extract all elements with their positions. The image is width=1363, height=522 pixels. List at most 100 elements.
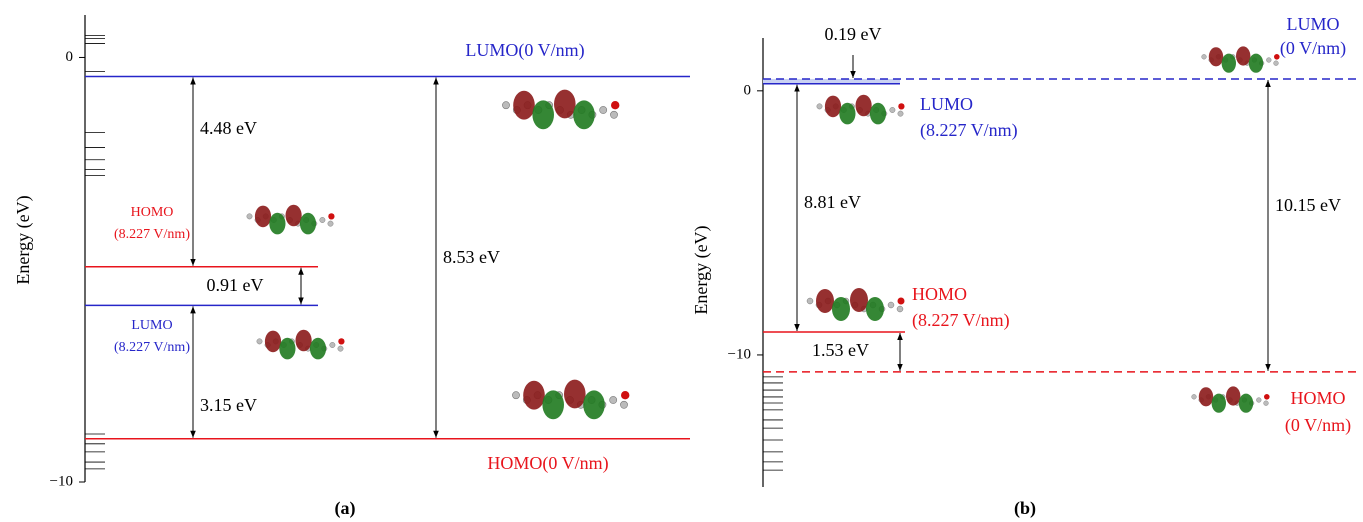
y-tick-label: 0 — [66, 49, 74, 65]
molecule — [512, 379, 630, 420]
orbital-lobe — [513, 90, 535, 120]
gap-label: 4.48 eV — [200, 118, 257, 138]
atom — [328, 213, 335, 220]
orbital-lobe — [855, 94, 872, 117]
atom — [896, 305, 904, 313]
atom — [887, 301, 895, 309]
level-label: LUMO — [920, 94, 973, 114]
orbital-lobe — [850, 288, 868, 312]
orbital-lobe — [1236, 46, 1251, 66]
atom — [1274, 54, 1280, 60]
atom — [611, 101, 620, 110]
atom — [1256, 397, 1262, 403]
orbital-lobe — [295, 329, 312, 352]
gap-label: 0.91 eV — [207, 275, 264, 295]
gap-label: 0.19 eV — [825, 24, 882, 44]
gap-label: 1.53 eV — [812, 340, 869, 360]
panel-caption: (a) — [335, 498, 356, 519]
orbital-lobe — [1226, 386, 1241, 406]
molecule — [1191, 386, 1270, 413]
atom — [898, 103, 905, 110]
level-label: HOMO — [131, 205, 174, 220]
atom — [889, 107, 896, 113]
panel-caption: (b) — [1014, 498, 1036, 519]
atom — [1201, 54, 1207, 60]
orbital-lobe — [309, 337, 327, 360]
molecule — [502, 89, 620, 130]
y-tick-label: −10 — [728, 346, 751, 362]
y-axis-title: Energy (eV) — [691, 225, 712, 314]
orbital-lobe — [264, 330, 282, 353]
level-label: HOMO — [912, 284, 967, 304]
orbital-lobe — [554, 89, 576, 119]
level-band — [763, 78, 900, 84]
atom — [1266, 57, 1272, 63]
orbital-lobe — [824, 95, 842, 118]
orbital-lobe — [279, 337, 296, 360]
level-label: (0 V/nm) — [1280, 38, 1346, 59]
atom — [338, 338, 345, 345]
y-tick-label: −10 — [50, 473, 73, 489]
orbital-lobe — [583, 390, 605, 420]
atom — [610, 110, 618, 119]
orbital-lobe — [532, 100, 554, 130]
gap-label: 3.15 eV — [200, 395, 257, 415]
atom — [319, 217, 326, 223]
orbital-lobe — [839, 102, 856, 125]
atom — [256, 338, 263, 345]
atom — [246, 213, 253, 220]
orbital-lobe — [832, 297, 850, 321]
orbital-lobe — [564, 379, 586, 409]
atom — [897, 110, 904, 117]
atom — [1263, 400, 1269, 406]
orbital-lobe — [523, 380, 545, 410]
orbital-lobe — [1238, 393, 1254, 413]
molecule — [806, 288, 905, 321]
y-axis-title: Energy (eV) — [13, 195, 34, 284]
level-label: (8.227 V/nm) — [114, 227, 190, 242]
orbital-lobe — [1248, 53, 1264, 73]
orbital-lobe — [299, 212, 317, 235]
atom — [512, 391, 520, 400]
atom — [502, 101, 510, 110]
y-tick-label: 0 — [744, 82, 752, 98]
orbital-lobe — [869, 102, 887, 125]
orbital-lobe — [1221, 53, 1236, 73]
atom — [329, 342, 336, 348]
atom — [609, 396, 618, 404]
atom — [1273, 60, 1279, 66]
level-label: HOMO(0 V/nm) — [487, 453, 608, 474]
molecule — [816, 94, 905, 125]
orbital-lobe — [285, 204, 302, 227]
gap-label: 8.53 eV — [443, 247, 500, 267]
molecule — [1201, 46, 1280, 73]
atom — [1191, 394, 1197, 400]
orbital-lobe — [816, 289, 834, 313]
atom — [1264, 394, 1270, 400]
atom — [816, 103, 823, 110]
orbital-lobe — [254, 205, 272, 228]
level-label: (8.227 V/nm) — [114, 340, 190, 355]
orbital-lobe — [1198, 387, 1214, 407]
atom — [621, 391, 630, 400]
atom — [337, 345, 344, 352]
level-label: LUMO(0 V/nm) — [465, 40, 584, 61]
level-label: LUMO — [131, 318, 172, 333]
orbital-lobe — [573, 100, 595, 130]
gap-label: 10.15 eV — [1275, 195, 1341, 215]
level-label: (0 V/nm) — [1285, 415, 1351, 436]
orbital-lobe — [866, 297, 884, 321]
atom — [327, 220, 334, 227]
level-label: (8.227 V/nm) — [912, 310, 1010, 331]
level-label: (8.227 V/nm) — [920, 120, 1018, 141]
gap-label: 8.81 eV — [804, 192, 861, 212]
orbital-lobe — [1208, 47, 1224, 67]
orbital-lobe — [1211, 393, 1226, 413]
atom — [897, 297, 905, 305]
level-label: LUMO — [1287, 14, 1340, 34]
molecule — [246, 204, 335, 235]
orbital-lobe — [542, 390, 564, 420]
atom — [620, 400, 628, 409]
